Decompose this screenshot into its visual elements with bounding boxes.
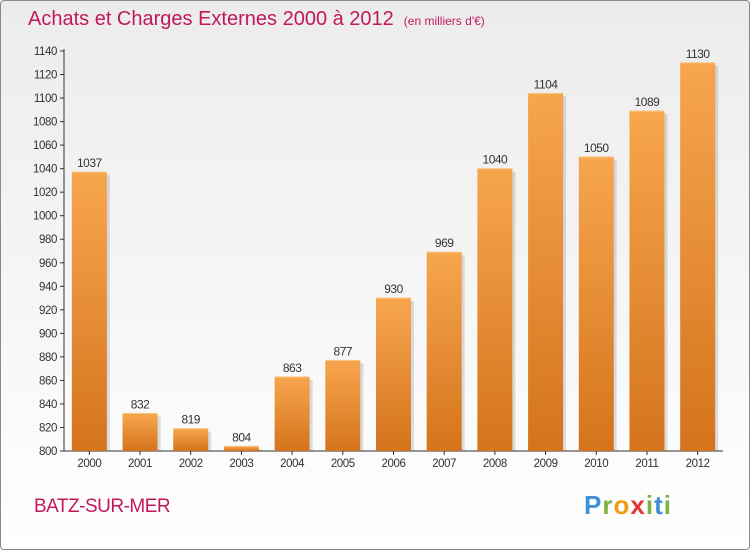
y-tick-label: 800 [39,446,57,458]
brand-letter: P [584,490,603,520]
y-tick-label: 840 [39,399,57,411]
y-tick-label: 1000 [33,211,57,223]
x-tick-label: 2008 [483,458,507,470]
city-name: BATZ-SUR-MER [34,496,171,517]
y-tick-label: 1140 [34,46,57,58]
chart-title: Achats et Charges Externes 2000 à 2012 (e… [28,8,485,31]
data-label: 877 [334,344,353,358]
data-label: 804 [232,430,251,444]
x-tick-label: 2003 [229,458,253,470]
data-label: 819 [181,413,200,427]
bar-2010 [578,156,614,451]
data-label: 1040 [483,153,509,167]
x-tick-label: 2010 [584,458,608,470]
y-tick-label: 1120 [34,70,57,82]
data-label: 969 [435,236,454,250]
bar-2007 [426,252,462,451]
y-tick-label: 820 [39,422,57,434]
y-tick-label: 960 [39,258,57,270]
y-tick-label: 920 [39,305,57,317]
x-tick-label: 2011 [635,458,658,470]
bar-2001 [122,413,158,451]
brand-letter: o [613,490,631,520]
data-label: 1050 [584,141,610,155]
bar-2003 [223,446,259,451]
x-tick-label: 2000 [77,458,101,470]
brand-letter: i [663,490,672,520]
x-tick-label: 2007 [432,458,456,470]
brand-letter: i [645,490,655,520]
brand-letter: r [602,490,614,520]
bar-2005 [325,360,361,451]
x-tick-label: 2009 [534,458,558,470]
bar-2004 [274,376,310,451]
data-label: 1104 [534,77,559,91]
y-tick-label: 900 [39,328,57,340]
x-tick-label: 2012 [686,458,710,470]
brand-logo: Proxiti [584,490,672,521]
bar-2006 [376,298,411,451]
chart-title-text: Achats et Charges Externes 2000 à 2012 [28,8,394,30]
x-tick-label: 2001 [128,458,152,470]
bar-2012 [680,62,716,451]
brand-letter: t [654,490,664,520]
y-tick-label: 1020 [33,187,57,199]
data-label: 930 [384,282,403,296]
x-tick-label: 2004 [280,458,305,470]
data-label: 863 [283,361,302,375]
y-tick-label: 1100 [34,93,57,105]
y-tick-label: 980 [39,234,57,246]
y-tick-label: 1060 [33,140,57,152]
x-tick-label: 2006 [382,458,406,470]
y-tick-label: 1080 [33,117,57,129]
data-label: 1089 [635,95,661,109]
x-tick-label: 2005 [331,458,355,470]
brand-letter: x [630,490,646,520]
y-tick-label: 880 [39,352,57,364]
bar-2008 [477,168,513,451]
chart-subtitle: (en milliers d'€) [403,14,485,28]
bar-2002 [173,428,209,451]
y-tick-label: 1040 [33,164,57,176]
bar-2011 [629,111,665,451]
y-tick-label: 940 [39,281,57,293]
data-label: 1130 [686,47,711,61]
data-label: 832 [131,397,150,411]
data-label: 1037 [77,156,103,170]
bar-2009 [528,93,564,452]
y-tick-label: 860 [39,375,57,387]
x-tick-label: 2002 [179,458,203,470]
bar-2000 [71,172,107,452]
